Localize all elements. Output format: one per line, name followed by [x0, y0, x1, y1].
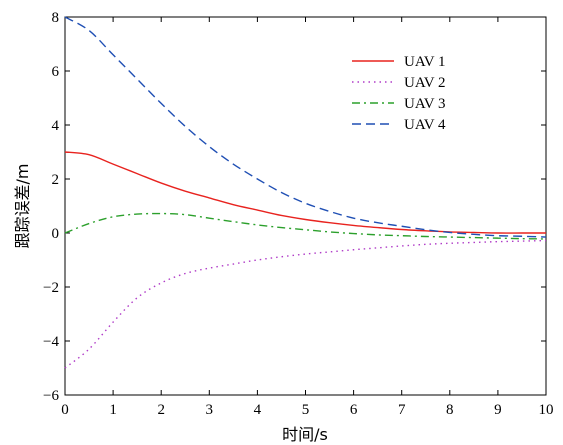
y-tick-label: −6	[43, 388, 59, 404]
y-tick-label: 8	[52, 10, 60, 26]
y-tick-label: −4	[43, 334, 59, 350]
x-tick-label: 0	[61, 402, 69, 418]
x-tick-label: 9	[494, 402, 502, 418]
legend-label-uav-4: UAV 4	[404, 117, 446, 133]
plot-frame	[64, 16, 547, 396]
x-tick-label: 10	[539, 402, 554, 418]
y-tick-label: 4	[52, 118, 60, 134]
y-tick-label: 0	[52, 226, 60, 242]
x-tick-label: 8	[446, 402, 454, 418]
legend-label-uav-2: UAV 2	[404, 75, 446, 91]
y-tick-label: −2	[43, 280, 59, 296]
y-tick-label: 2	[52, 172, 60, 188]
x-tick-label: 7	[398, 402, 406, 418]
legend-label-uav-1: UAV 1	[404, 54, 446, 70]
x-tick-label: 4	[254, 402, 262, 418]
x-tick-label: 3	[206, 402, 214, 418]
series-line-uav-4	[64, 16, 547, 238]
x-tick-label: 6	[350, 402, 358, 418]
x-tick-label: 5	[302, 402, 310, 418]
x-tick-label: 2	[157, 402, 165, 418]
legend: UAV 1 UAV 2 UAV 3 UAV 4	[352, 54, 446, 133]
y-axis-label: 跟踪误差/m	[13, 164, 32, 249]
y-tick-label: 6	[52, 64, 60, 80]
series-lines	[64, 16, 547, 369]
x-axis-label: 时间/s	[282, 425, 328, 444]
x-tick-label: 1	[109, 402, 117, 418]
series-line-uav-1	[64, 151, 546, 234]
legend-label-uav-3: UAV 3	[404, 96, 446, 112]
axes: 0 1 2 3 4 5 6 7 8 9 10 −6 −4 −2 0 2 4 6 8	[43, 10, 553, 418]
